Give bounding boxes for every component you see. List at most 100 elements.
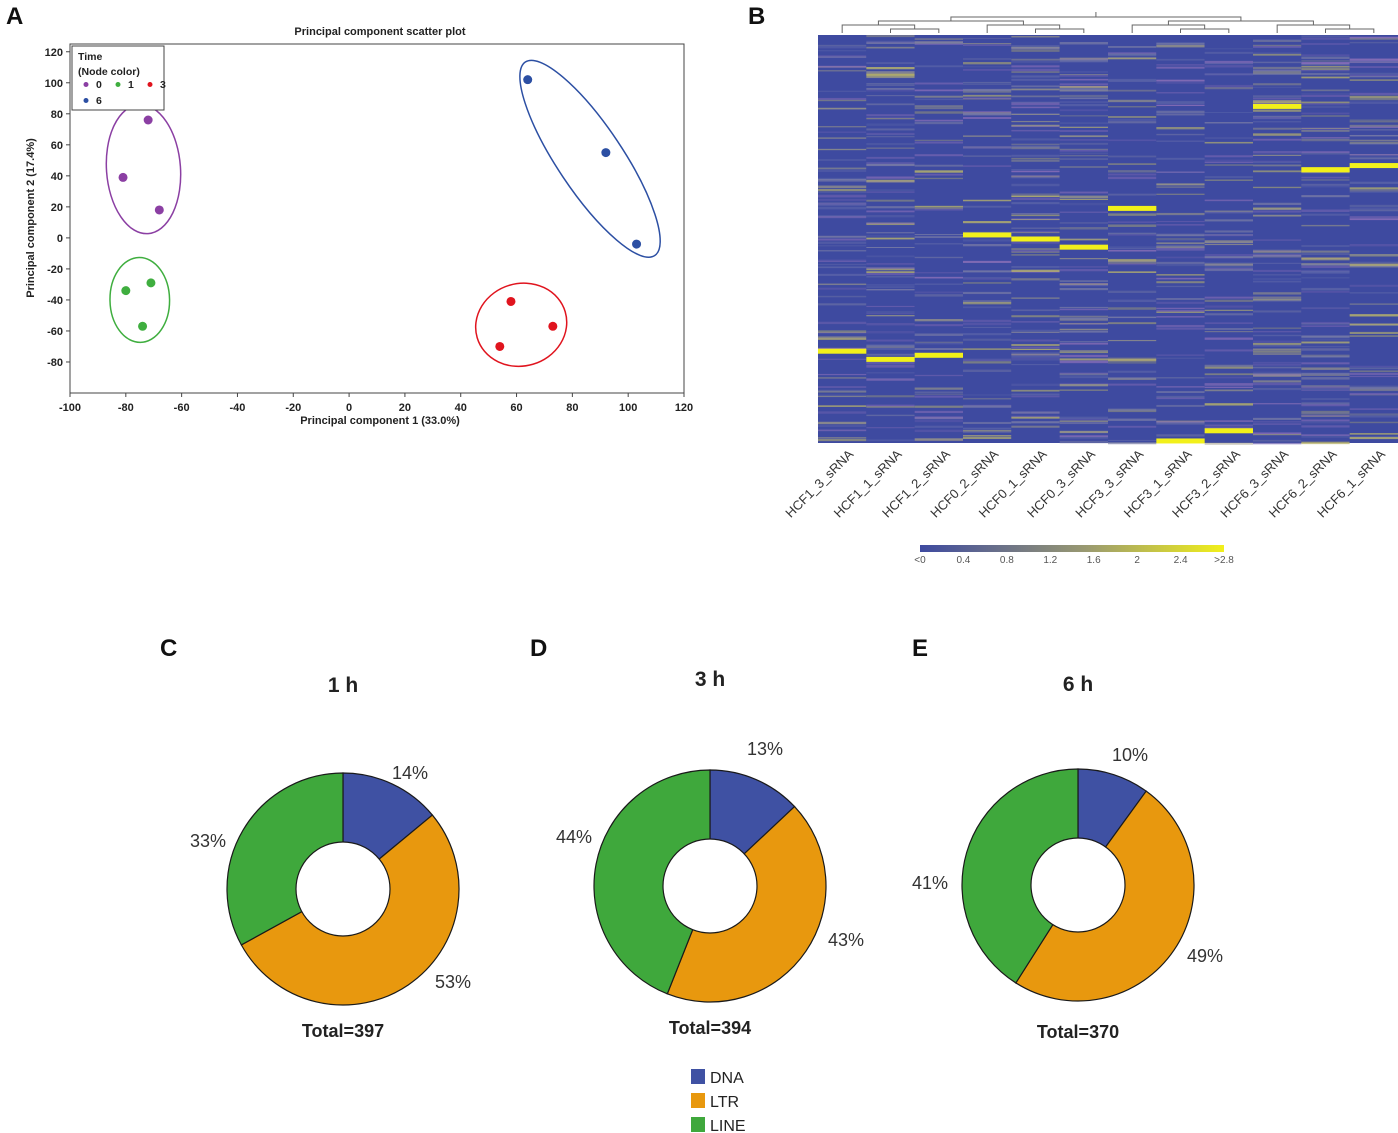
- heatmap-stripe: [818, 238, 867, 241]
- heatmap-stripe: [1011, 183, 1060, 187]
- heatmap-stripe: [914, 41, 963, 44]
- heatmap-stripe: [1059, 103, 1108, 107]
- heatmap-stripe: [1204, 383, 1253, 386]
- heatmap-stripe: [1204, 268, 1253, 272]
- heatmap-stripe: [1301, 130, 1350, 132]
- heatmap-stripe: [1301, 415, 1350, 417]
- panel-letter-e: E: [912, 635, 928, 662]
- heatmap-stripe: [1059, 435, 1108, 437]
- y-tick-label: 80: [51, 109, 63, 121]
- heatmap: HCF1_3_sRNAHCF1_1_sRNAHCF1_2_sRNAHCF0_2_…: [782, 12, 1398, 566]
- heatmap-stripe: [818, 44, 867, 47]
- heatmap-stripe: [1108, 54, 1157, 57]
- heatmap-stripe: [1156, 244, 1205, 248]
- heatmap-stripe: [1059, 78, 1108, 81]
- heatmap-stripe: [1108, 307, 1157, 310]
- heatmap-stripe: [1011, 356, 1060, 358]
- heatmap-stripe: [866, 271, 915, 273]
- heatmap-stripe: [1108, 442, 1157, 445]
- heatmap-stripe: [866, 315, 915, 317]
- heatmap-stripe: [818, 90, 867, 92]
- heatmap-stripe: [1011, 102, 1060, 105]
- heatmap-stripe: [866, 364, 915, 367]
- heatmap-stripe: [1301, 348, 1350, 351]
- x-tick-label: -100: [59, 402, 81, 414]
- legend-line-label: LINE: [710, 1118, 746, 1133]
- heatmap-stripe: [818, 167, 867, 170]
- heatmap-stripe: [914, 207, 963, 209]
- heatmap-stripe: [1156, 66, 1205, 69]
- heatmap-stripe: [963, 62, 1012, 65]
- panel-letter-b: B: [748, 3, 765, 30]
- heatmap-stripe: [866, 311, 915, 314]
- heatmap-stripe: [914, 107, 963, 110]
- pct-label-dna: 13%: [747, 739, 783, 759]
- heatmap-stripe: [1349, 375, 1398, 378]
- heatmap-stripe: [1059, 85, 1108, 89]
- heatmap-stripe: [866, 215, 915, 218]
- heatmap-stripe: [1349, 314, 1398, 317]
- heatmap-stripe: [1011, 352, 1060, 354]
- heatmap-stripe: [1011, 383, 1060, 386]
- heatmap-stripe: [914, 98, 963, 101]
- heatmap-stripe: [1349, 413, 1398, 416]
- legend-ltr-swatch: [691, 1093, 705, 1108]
- heatmap-stripe: [963, 270, 1012, 273]
- heatmap-stripe: [1156, 224, 1205, 226]
- heatmap-stripe: [1349, 61, 1398, 64]
- heatmap-stripe: [866, 232, 915, 234]
- heatmap-stripe: [1204, 364, 1253, 367]
- heatmap-stripe: [1108, 259, 1157, 263]
- heatmap-stripe: [1204, 161, 1253, 163]
- heatmap-stripe: [866, 114, 915, 117]
- heatmap-stripe: [866, 42, 915, 44]
- heatmap-stripe: [914, 294, 963, 297]
- heatmap-stripe: [963, 112, 1012, 116]
- heatmap-stripe: [1059, 319, 1108, 322]
- heatmap-stripe: [1253, 39, 1302, 42]
- heatmap-stripe: [1253, 292, 1302, 295]
- heatmap-stripe: [866, 330, 915, 334]
- heatmap-stripe: [866, 180, 915, 183]
- heatmap-stripe: [914, 121, 963, 125]
- donut-c: 1 h 14% 53% 33% Total=397: [190, 674, 471, 1041]
- heatmap-stripe: [1059, 115, 1108, 117]
- heatmap-stripe: [818, 50, 867, 52]
- heatmap-stripe: [1204, 424, 1253, 427]
- panel-letter-a: A: [6, 3, 23, 30]
- heatmap-stripe: [1204, 264, 1253, 267]
- donut-title: 3 h: [695, 668, 725, 691]
- x-tick-label: 40: [455, 402, 467, 414]
- heatmap-stripe: [1204, 63, 1253, 65]
- heatmap-stripe: [1011, 129, 1060, 132]
- heatmap-highlight: [1301, 167, 1350, 173]
- heatmap-stripe: [1156, 233, 1205, 236]
- heatmap-stripe: [914, 395, 963, 398]
- heatmap-stripe: [1253, 109, 1302, 112]
- heatmap-stripe: [1301, 323, 1350, 325]
- heatmap-stripe: [1156, 248, 1205, 251]
- heatmap-highlight: [818, 348, 867, 354]
- heatmap-stripe: [1301, 76, 1350, 79]
- heatmap-stripe: [1301, 209, 1350, 212]
- heatmap-stripe: [1204, 219, 1253, 222]
- heatmap-stripe: [1156, 64, 1205, 66]
- heatmap-stripe: [1349, 207, 1398, 210]
- heatmap-stripe: [818, 330, 867, 333]
- heatmap-stripe: [1059, 430, 1108, 434]
- heatmap-stripe: [1011, 249, 1060, 253]
- heatmap-stripe: [1108, 173, 1157, 176]
- heatmap-stripe: [1204, 376, 1253, 379]
- heatmap-stripe: [866, 118, 915, 120]
- y-tick-label: -60: [47, 326, 63, 338]
- heatmap-stripe: [1011, 138, 1060, 141]
- heatmap-stripe: [1204, 313, 1253, 316]
- heatmap-stripe: [1059, 308, 1108, 311]
- heatmap-stripe: [818, 429, 867, 432]
- heatmap-stripe: [1059, 418, 1108, 421]
- heatmap-stripe: [866, 284, 915, 286]
- heatmap-stripe: [1253, 73, 1302, 75]
- heatmap-sample-labels: HCF1_3_sRNAHCF1_1_sRNAHCF1_2_sRNAHCF0_2_…: [782, 446, 1388, 520]
- heatmap-stripe: [1011, 96, 1060, 98]
- heatmap-stripe: [1204, 121, 1253, 124]
